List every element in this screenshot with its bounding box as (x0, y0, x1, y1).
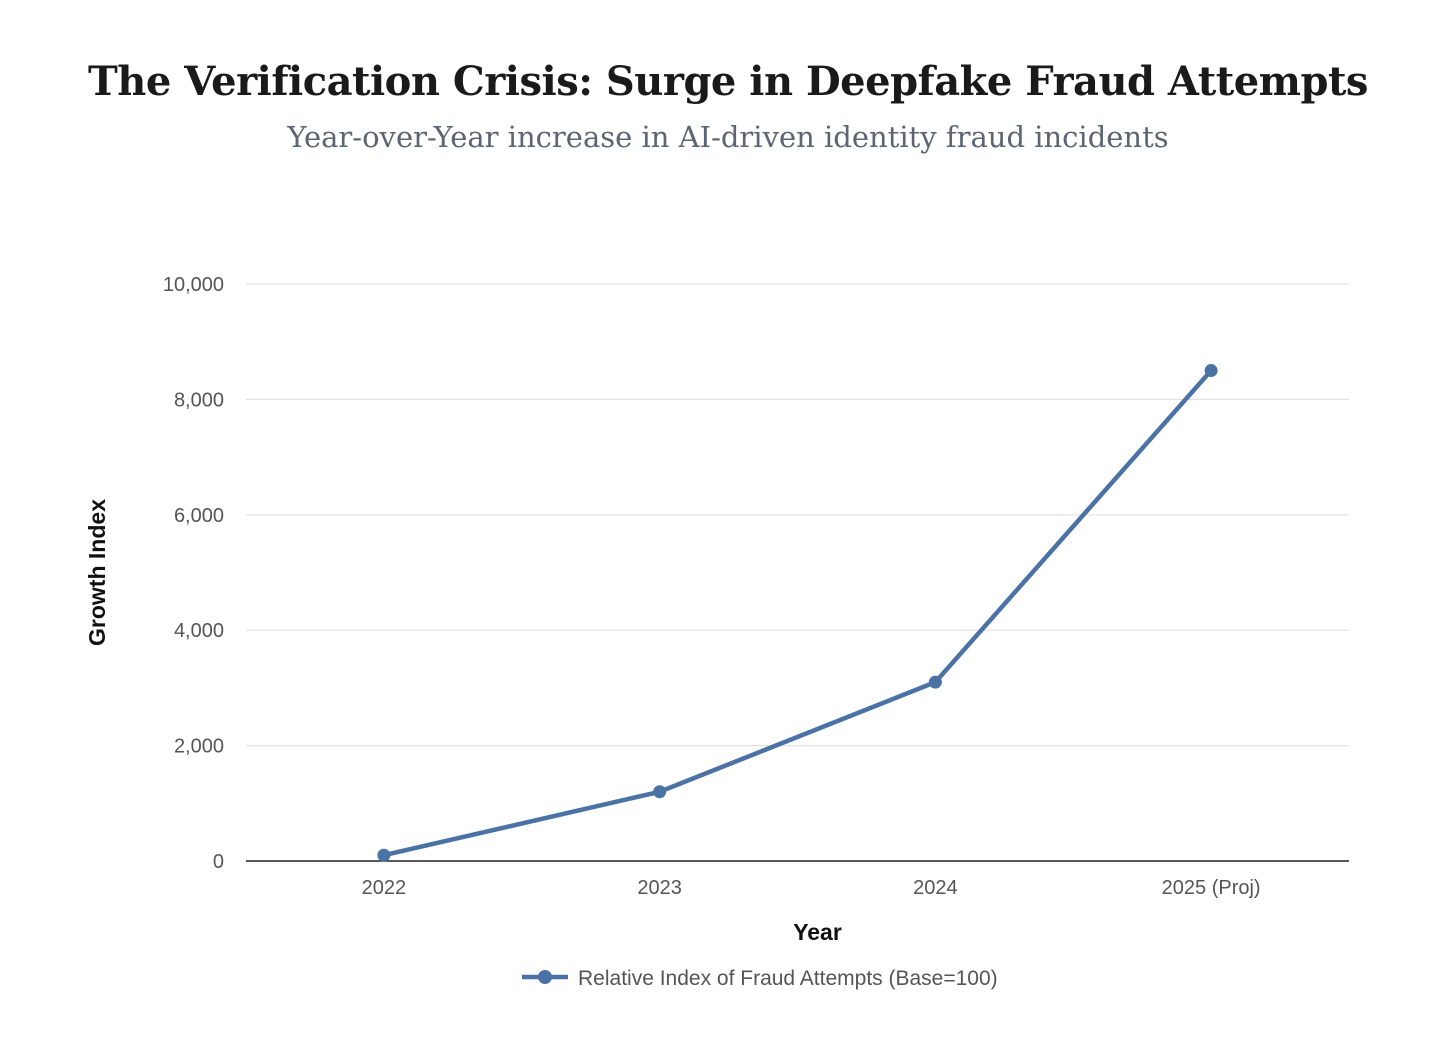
grid-lines (246, 283, 1349, 747)
x-tick-label: 2022 (362, 877, 407, 899)
y-tick-label: 6,000 (174, 505, 224, 527)
series-layer (377, 364, 1218, 862)
data-point[interactable] (1204, 364, 1218, 378)
y-axis-title: Growth Index (84, 499, 110, 646)
y-tick-label: 10,000 (163, 274, 224, 296)
x-axis-ticks: 2022 2023 2024 2025 (Proj) (362, 877, 1261, 899)
legend-marker-swatch (538, 970, 552, 984)
data-point[interactable] (377, 848, 391, 862)
series-line (381, 368, 1214, 858)
data-point[interactable] (653, 785, 667, 799)
legend[interactable]: Relative Index of Fraud Attempts (Base=1… (522, 967, 998, 990)
y-tick-label: 4,000 (174, 620, 224, 642)
y-tick-label: 8,000 (174, 389, 224, 411)
x-axis-title: Year (793, 919, 842, 945)
chart-subtitle: Year-over-Year increase in AI-driven ide… (287, 120, 1169, 154)
y-tick-label: 0 (213, 851, 224, 873)
data-point[interactable] (928, 675, 942, 689)
x-tick-label: 2025 (Proj) (1162, 877, 1261, 899)
legend-label: Relative Index of Fraud Attempts (Base=1… (578, 967, 998, 990)
x-tick-label: 2024 (913, 877, 958, 899)
y-tick-label: 2,000 (174, 736, 224, 758)
x-tick-label: 2023 (637, 877, 682, 899)
chart-title: The Verification Crisis: Surge in Deepfa… (88, 58, 1368, 105)
y-axis-ticks: 0 2,000 4,000 6,000 8,000 10,000 (163, 274, 224, 873)
